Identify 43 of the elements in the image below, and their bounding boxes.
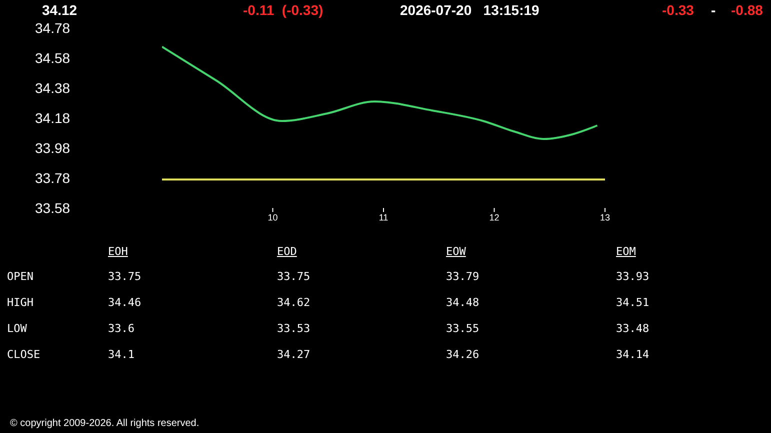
data-label: 33.75 [277,270,310,283]
category-label: OPEN [7,270,34,283]
text: EOH [108,245,128,258]
x-tick-label: 10 [268,212,278,222]
text: - [711,2,716,18]
y-tick-label: 34.18 [35,110,70,126]
y-tick-label: 34.58 [35,50,70,66]
y-tick-label: 34.78 [35,20,70,36]
data-label: 33.75 [108,270,142,283]
data-label: 33.93 [616,270,650,283]
text: © copyright 2009-2026. All rights reserved. [10,418,200,429]
text: 2026-07-20 13:15:19 [400,2,540,18]
data-label: 33.53 [277,322,310,335]
text: -0.88 [731,2,763,18]
category-label: HIGH [7,296,34,309]
text: EOD [277,245,297,258]
text: -0.33 [662,2,694,18]
text: EOW [446,245,466,258]
data-label: 33.48 [616,322,650,335]
data-label: 34.14 [616,348,650,361]
data-label: 34.26 [446,348,480,361]
y-tick-label: 33.98 [35,140,70,156]
x-tick-label: 12 [489,212,500,222]
text: EOM [616,245,636,258]
category-label: CLOSE [7,348,40,361]
y-tick-label: 33.58 [35,200,70,216]
category-label: LOW [7,322,27,335]
y-tick-label: 33.78 [35,170,70,186]
y-tick-label: 34.38 [35,80,70,96]
data-label: 34.46 [108,296,142,309]
data-label: 34.62 [277,296,310,309]
x-tick-label: 11 [378,212,388,222]
data-label: 34.1 [108,348,134,361]
x-tick-label: 13 [600,212,610,222]
line-series [162,46,598,140]
data-label: 34.48 [446,296,480,309]
data-label: 34.27 [277,348,310,361]
data-label: 34.51 [616,296,650,309]
data-label: 33.79 [446,270,480,283]
text: 34.12 [42,2,78,18]
data-label: 33.6 [108,322,134,335]
text: -0.11 (-0.33) [243,2,324,18]
data-label: 33.55 [446,322,480,335]
